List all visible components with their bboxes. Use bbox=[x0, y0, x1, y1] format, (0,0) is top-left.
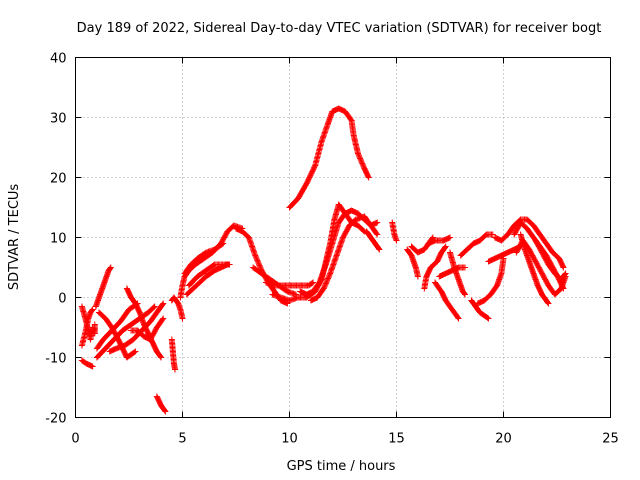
x-tick-label: 15 bbox=[388, 432, 405, 447]
series-track-38 bbox=[491, 216, 567, 271]
y-tick-labels: -20 -10 0 10 20 30 40 bbox=[45, 52, 66, 427]
x-tick-label: 20 bbox=[495, 432, 512, 447]
series-track-42 bbox=[532, 237, 569, 283]
x-tick-label: 10 bbox=[281, 432, 298, 447]
series-track-12 bbox=[168, 336, 179, 373]
series-markers bbox=[177, 222, 246, 301]
series-markers bbox=[78, 306, 96, 349]
series-track-14 bbox=[177, 222, 246, 301]
series-track-36 bbox=[474, 255, 507, 307]
series-markers bbox=[491, 216, 567, 271]
series-track-22 bbox=[286, 105, 372, 211]
y-tick-label: 20 bbox=[50, 172, 67, 187]
series-track-3 bbox=[78, 357, 96, 370]
series-track-41 bbox=[517, 231, 552, 307]
x-axis-label: GPS time / hours bbox=[287, 459, 396, 474]
chart-title: Day 189 of 2022, Sidereal Day-to-day VTE… bbox=[77, 21, 602, 36]
series-track-10 bbox=[128, 315, 167, 343]
y-tick-label: -10 bbox=[45, 352, 66, 367]
series-track-26 bbox=[389, 219, 400, 244]
series-track-2 bbox=[78, 306, 96, 349]
y-tick-label: -20 bbox=[45, 412, 66, 427]
series-track-24 bbox=[307, 213, 381, 304]
series-track-8 bbox=[106, 300, 167, 355]
series-track-29 bbox=[421, 243, 449, 292]
series-markers bbox=[263, 279, 317, 289]
series-track-25 bbox=[363, 228, 383, 253]
series-track-27 bbox=[404, 246, 421, 280]
x-tick-labels: 0 5 10 15 20 25 bbox=[71, 432, 618, 447]
axis-ticks bbox=[75, 57, 611, 418]
series-markers bbox=[168, 294, 186, 322]
series-markers bbox=[78, 357, 96, 370]
series-track-20 bbox=[263, 279, 317, 289]
y-tick-label: 10 bbox=[50, 232, 67, 247]
series-markers bbox=[389, 219, 400, 244]
series-track-30 bbox=[425, 234, 453, 247]
series-track-35 bbox=[468, 297, 492, 322]
series-track-15 bbox=[181, 240, 227, 277]
series-track-17 bbox=[185, 261, 233, 289]
series-track-16 bbox=[183, 261, 231, 298]
series-markers bbox=[92, 264, 114, 310]
series-markers bbox=[474, 255, 507, 307]
y-axis-label: SDTVAR / TECUs bbox=[7, 184, 22, 291]
x-tick-label: 5 bbox=[178, 432, 186, 447]
series-track-11 bbox=[153, 393, 169, 415]
series-track-18 bbox=[233, 225, 291, 307]
x-tick-label: 25 bbox=[602, 432, 619, 447]
series-track-13 bbox=[168, 294, 186, 322]
series-track-34 bbox=[457, 231, 496, 259]
x-tick-label: 0 bbox=[71, 432, 79, 447]
series-markers bbox=[128, 315, 167, 343]
y-tick-label: 0 bbox=[58, 292, 66, 307]
series-markers bbox=[168, 336, 179, 373]
series-markers bbox=[421, 243, 449, 292]
series-markers bbox=[183, 261, 231, 298]
series-markers bbox=[106, 300, 167, 355]
series-track-31 bbox=[432, 279, 462, 322]
series-track-4 bbox=[92, 264, 114, 310]
series-markers bbox=[517, 231, 552, 307]
y-tick-label: 30 bbox=[50, 112, 67, 127]
y-tick-label: 40 bbox=[50, 52, 67, 67]
series-markers bbox=[233, 225, 291, 307]
series-markers bbox=[286, 105, 372, 211]
data-points bbox=[78, 105, 569, 415]
series-markers bbox=[425, 234, 453, 247]
series-markers bbox=[153, 393, 169, 415]
series-markers bbox=[457, 231, 496, 259]
series-markers bbox=[432, 279, 462, 322]
series-track-33 bbox=[447, 249, 468, 298]
